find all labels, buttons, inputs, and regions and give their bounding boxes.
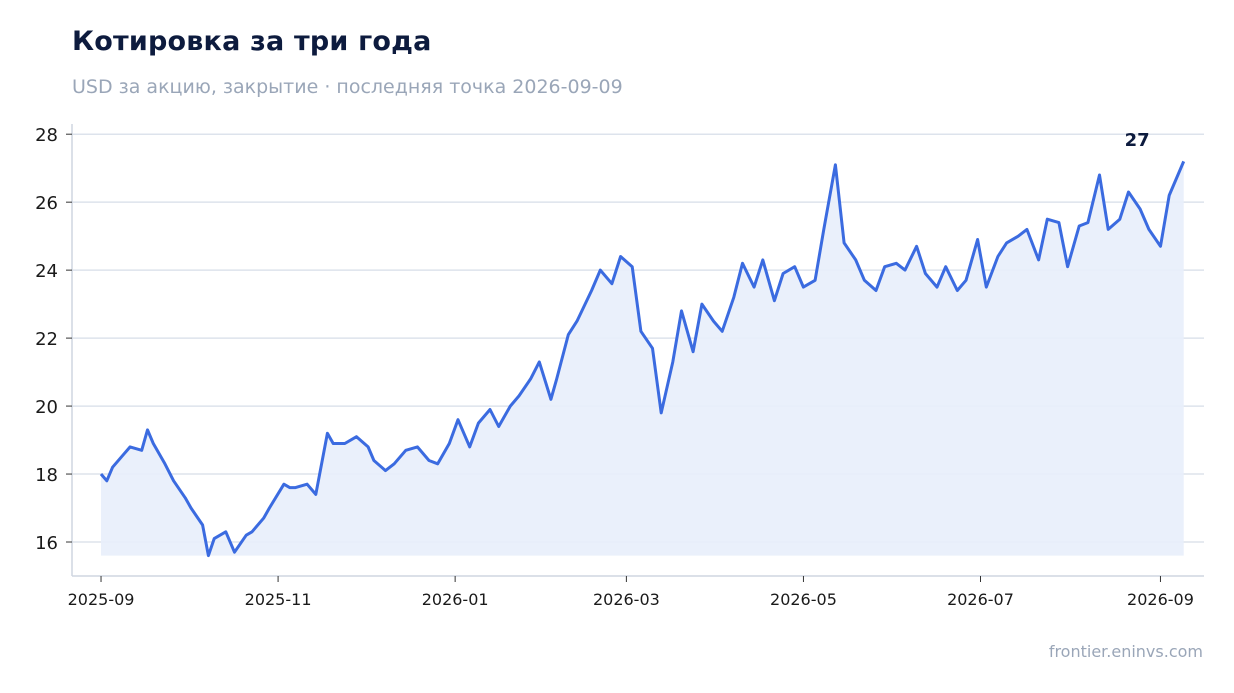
last-value-label: 27 xyxy=(1125,130,1150,151)
y-tick-label: 26 xyxy=(35,193,58,214)
x-tick-label: 2026-09 xyxy=(1127,590,1194,609)
x-tick-label: 2026-01 xyxy=(422,590,489,609)
x-tick-label: 2026-03 xyxy=(593,590,660,609)
y-axis-ticks: 16 18 20 22 24 26 28 xyxy=(35,125,72,554)
axes xyxy=(71,124,1204,577)
x-axis-ticks: 2025-09 2025-11 2026-01 2026-03 2026-05 2026-… xyxy=(68,576,1194,609)
y-tick-label: 22 xyxy=(35,329,58,350)
chart-subtitle: USD за акцию, закрытие · последняя точка… xyxy=(72,76,623,98)
price-area-fill xyxy=(101,161,1184,556)
x-tick-label: 2025-11 xyxy=(245,590,312,609)
chart-title: Котировка за три года xyxy=(72,26,432,57)
y-tick-label: 18 xyxy=(35,465,58,486)
x-tick-label: 2026-07 xyxy=(947,590,1014,609)
y-tick-label: 28 xyxy=(35,125,58,146)
x-tick-label: 2025-09 xyxy=(68,590,135,609)
y-tick-label: 24 xyxy=(35,261,58,282)
price-line xyxy=(99,160,1186,558)
source-credit: frontier.eninvs.com xyxy=(1048,642,1203,661)
y-tick-label: 16 xyxy=(35,533,58,554)
x-tick-label: 2026-05 xyxy=(770,590,837,609)
y-tick-label: 20 xyxy=(35,397,58,418)
